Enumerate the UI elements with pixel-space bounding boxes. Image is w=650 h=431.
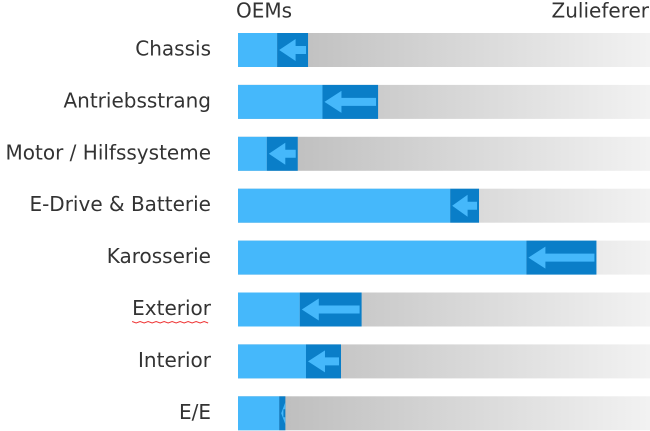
- category-label: E-Drive & Batterie: [29, 192, 211, 216]
- bar-segment: [238, 292, 300, 327]
- bar-segment: [238, 136, 267, 171]
- category-label: Karosserie: [107, 244, 211, 268]
- category-label: Interior: [138, 348, 212, 372]
- bar-segment: [238, 188, 451, 223]
- bar-background: [238, 136, 650, 171]
- category-label: E/E: [179, 400, 211, 424]
- shift-arrow: [281, 402, 286, 425]
- bar-segment: [238, 344, 306, 379]
- bar-segment: [238, 240, 527, 275]
- category-label: Exterior: [132, 296, 212, 320]
- shift-arrow: [268, 142, 296, 165]
- bar-background: [238, 396, 650, 431]
- shift-arrow: [324, 90, 377, 113]
- left-label: OEMs: [236, 0, 292, 23]
- bar-segment: [238, 396, 280, 431]
- shift-arrow: [452, 194, 478, 217]
- shift-arrow: [528, 246, 595, 269]
- category-label: Chassis: [135, 37, 211, 61]
- category-label: Motor / Hilfssysteme: [6, 140, 211, 164]
- spellcheck-underline: [131, 320, 209, 324]
- bar-segment: [238, 33, 278, 67]
- shift-arrow: [279, 39, 307, 61]
- bar-segment: [238, 84, 323, 119]
- shift-arrow: [301, 298, 360, 321]
- right-label: Zulieferer: [552, 0, 650, 23]
- category-label: Antriebsstrang: [63, 88, 211, 112]
- shift-arrow: [307, 350, 339, 373]
